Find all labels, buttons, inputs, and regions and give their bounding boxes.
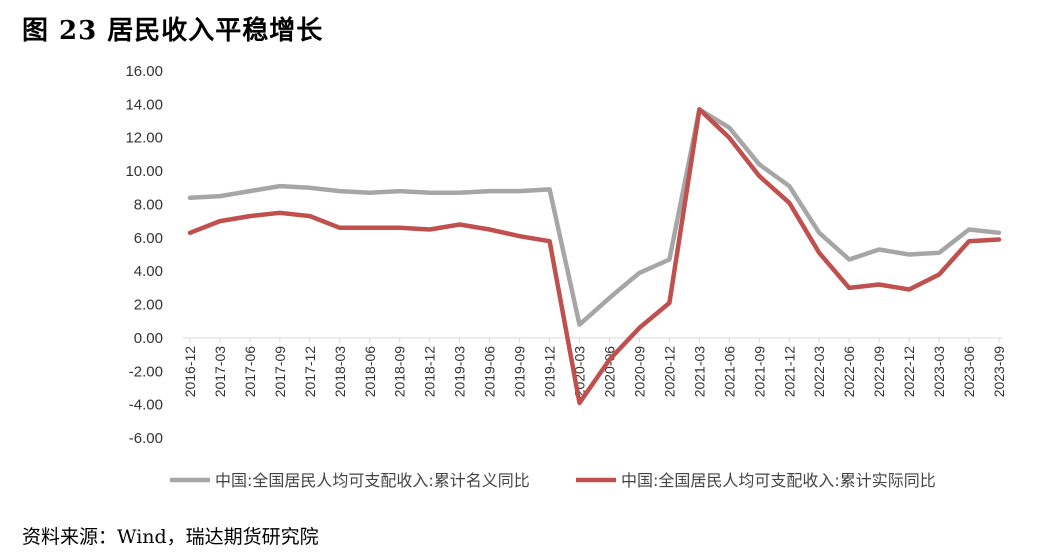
figure-title: 图 23 居民收入平稳增长 xyxy=(22,16,324,46)
x-tick-label: 2017-09 xyxy=(272,346,288,398)
y-tick-label: -4.00 xyxy=(129,397,163,414)
x-tick-label: 2019-09 xyxy=(512,346,528,398)
x-tick-label: 2023-03 xyxy=(931,346,947,398)
legend-label-2: 中国:全国居民人均可支配收入:累计实际同比 xyxy=(621,471,936,490)
x-tick-label: 2022-06 xyxy=(841,346,857,398)
y-tick-label: 8.00 xyxy=(134,196,163,213)
x-tick-label: 2021-06 xyxy=(721,346,737,398)
x-tick-label: 2018-12 xyxy=(422,346,438,398)
legend: 中国:全国居民人均可支配收入:累计名义同比 中国:全国居民人均可支配收入:累计实际… xyxy=(170,471,936,490)
x-tick-label: 2019-03 xyxy=(452,346,468,398)
x-tick-label: 2022-03 xyxy=(811,346,827,398)
x-tick-label: 2019-12 xyxy=(542,346,558,398)
y-tick-label: 4.00 xyxy=(134,263,163,280)
source-note: 资料来源：Wind，瑞达期货研究院 xyxy=(22,526,319,548)
x-tick-label: 2023-09 xyxy=(991,346,1007,398)
y-tick-label: 10.00 xyxy=(125,163,163,180)
x-tick-label: 2018-06 xyxy=(362,346,378,398)
x-tick-label: 2022-09 xyxy=(871,346,887,398)
y-tick-label: 16.00 xyxy=(125,63,163,80)
x-tick-label: 2016-12 xyxy=(182,346,198,398)
x-tick-label: 2017-03 xyxy=(212,346,228,398)
y-tick-label: 2.00 xyxy=(134,297,163,314)
y-axis: -6.00 -4.00 -2.00 0.00 2.00 4.00 6.00 8.00 10.00… xyxy=(125,63,163,447)
x-tick-label: 2017-06 xyxy=(242,346,258,398)
x-tick-label: 2021-12 xyxy=(781,346,797,398)
x-tick-label: 2017-12 xyxy=(302,346,318,398)
y-tick-label: 14.00 xyxy=(125,96,163,113)
x-tick-label: 2018-09 xyxy=(392,346,408,398)
x-tick-label: 2018-03 xyxy=(332,346,348,398)
series-line-2 xyxy=(187,107,1002,406)
series-line-1 xyxy=(187,107,1002,327)
series-layer xyxy=(187,107,1002,406)
x-tick-label: 2021-03 xyxy=(691,346,707,398)
x-tick-label: 2019-06 xyxy=(482,346,498,398)
x-tick-label: 2020-09 xyxy=(631,346,647,398)
y-tick-label: 0.00 xyxy=(134,330,163,347)
line-chart: -6.00 -4.00 -2.00 0.00 2.00 4.00 6.00 8.00 10.00… xyxy=(125,63,1007,490)
y-tick-label: -2.00 xyxy=(129,363,163,380)
x-tick-label: 2022-12 xyxy=(901,346,917,398)
x-tick-label: 2023-06 xyxy=(961,346,977,398)
x-tick-label: 2020-12 xyxy=(661,346,677,398)
y-tick-label: 12.00 xyxy=(125,130,163,147)
y-tick-label: 6.00 xyxy=(134,230,163,247)
legend-label-1: 中国:全国居民人均可支配收入:累计名义同比 xyxy=(215,471,530,490)
x-axis: 2016-12 2017-03 2017-06 2017-09 2017-12 2018-… xyxy=(182,337,1007,398)
x-tick-label: 2021-09 xyxy=(751,346,767,398)
y-tick-label: -6.00 xyxy=(129,430,163,447)
